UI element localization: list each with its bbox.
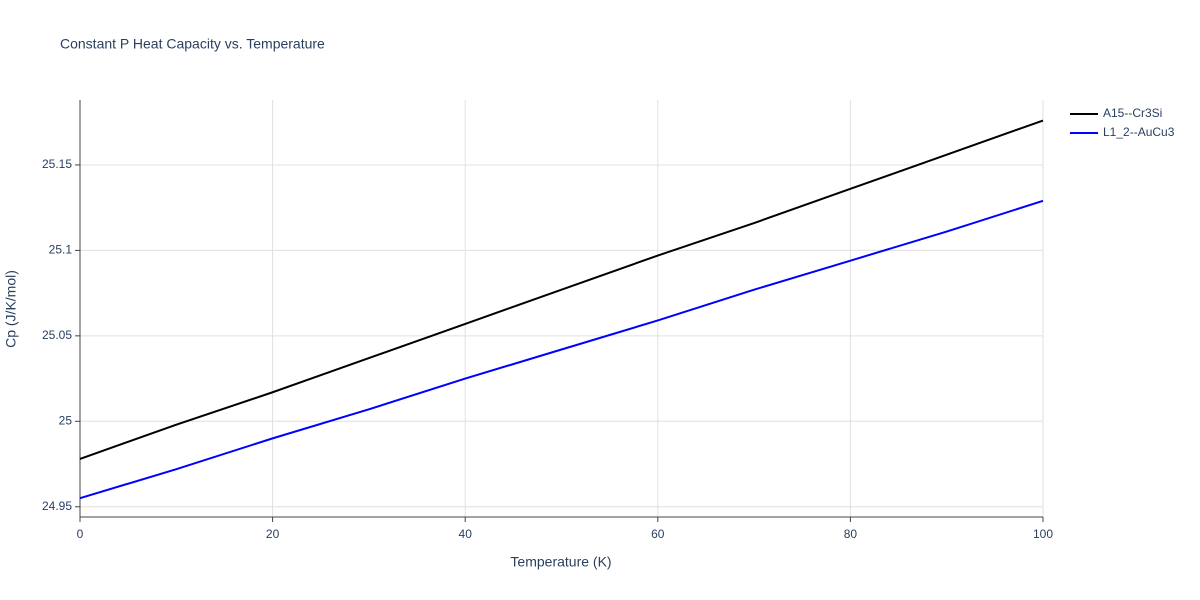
legend-label: L1_2--AuCu3	[1103, 125, 1175, 139]
x-tick-label: 100	[1033, 527, 1053, 541]
y-tick-label: 24.95	[42, 499, 72, 513]
y-tick-label: 25.05	[42, 328, 72, 342]
y-tick-label: 25.1	[49, 243, 73, 257]
y-tick-label: 25	[59, 413, 73, 427]
legend-label: A15--Cr3Si	[1103, 106, 1162, 120]
x-axis-title: Temperature (K)	[510, 554, 611, 570]
chart-title: Constant P Heat Capacity vs. Temperature	[60, 36, 325, 52]
x-tick-label: 0	[77, 527, 84, 541]
y-axis-title: Cp (J/K/mol)	[3, 270, 19, 348]
x-tick-label: 40	[459, 527, 473, 541]
x-tick-label: 80	[844, 527, 858, 541]
data-line	[79, 199, 1044, 500]
data-line	[79, 119, 1044, 460]
y-tick-label: 25.15	[42, 157, 72, 171]
x-tick-label: 20	[266, 527, 280, 541]
x-tick-label: 60	[651, 527, 665, 541]
